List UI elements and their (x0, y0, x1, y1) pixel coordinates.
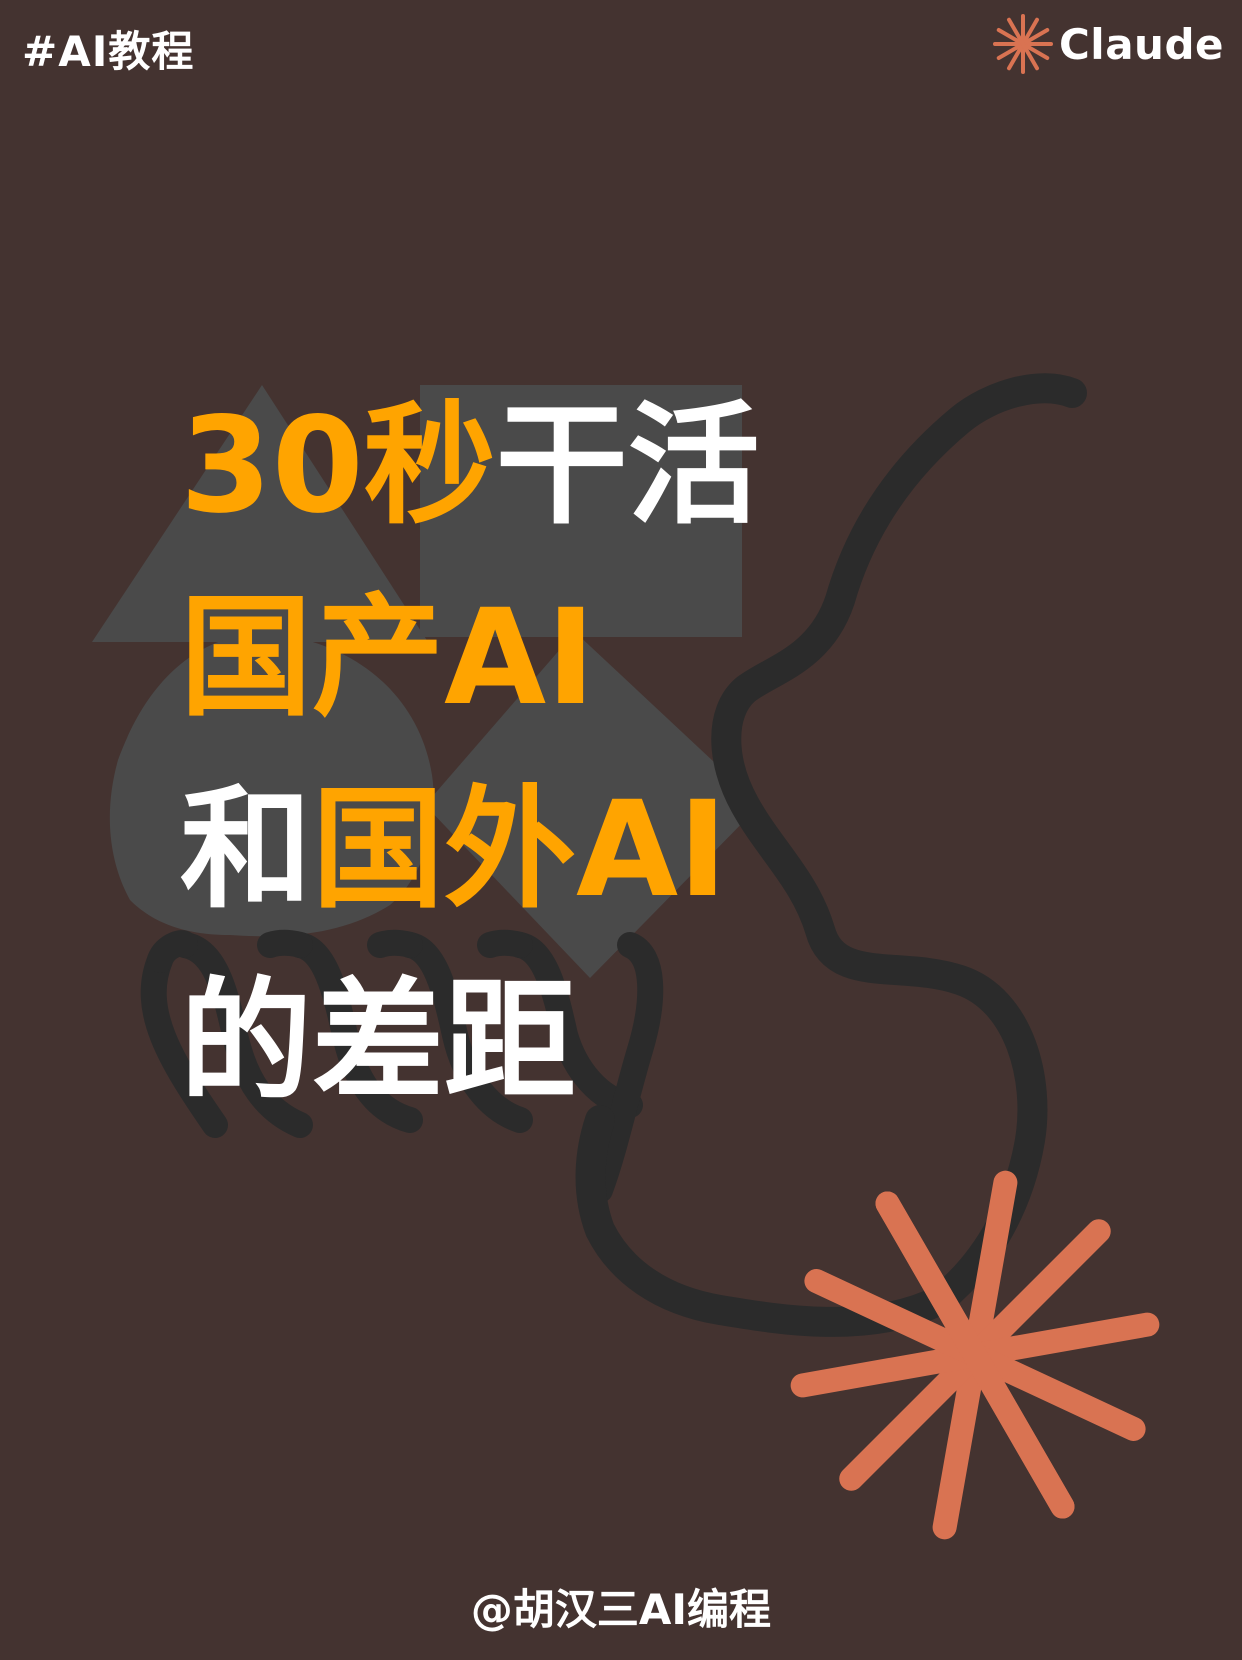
snake-line (575, 373, 1087, 1337)
sunburst-icon (992, 14, 1053, 74)
title-highlight: 30秒 (180, 389, 496, 543)
brand-name: Claude (1058, 19, 1224, 69)
title-highlight: 国外AI (312, 773, 728, 927)
title-text: 的差距 (180, 965, 576, 1119)
title-highlight: 国产AI (180, 581, 596, 735)
title-line-2: 国产AI (180, 562, 760, 754)
title-line-4: 的差距 (180, 946, 760, 1138)
title-text: 干活 (495, 389, 760, 543)
gray-diamond-shape (425, 632, 760, 978)
starburst-decoration (790, 1170, 1160, 1540)
main-title: 30秒干活 国产AI 和国外AI 的差距 (180, 370, 760, 1138)
topic-tag: #AI教程 (22, 27, 195, 76)
author-handle: @胡汉三AI编程 (470, 1585, 772, 1634)
gray-rectangle-shape (420, 385, 742, 637)
title-line-1: 30秒干活 (180, 370, 760, 562)
brand-logo: Claude (991, 12, 1224, 76)
title-text: 和 (180, 773, 312, 927)
gray-triangle-shape (92, 385, 428, 642)
gray-blob-shape (109, 632, 434, 937)
squiggle-loops (140, 929, 664, 1203)
title-line-3: 和国外AI (180, 754, 760, 946)
